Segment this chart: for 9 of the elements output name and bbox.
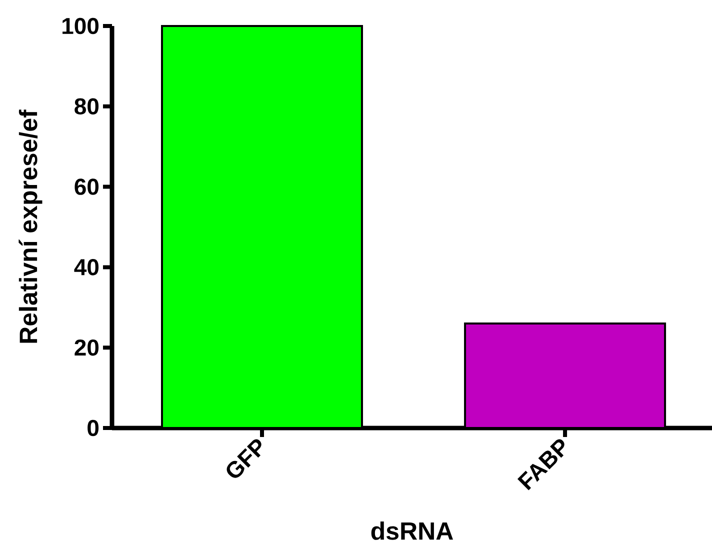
y-axis-title: Relativní exprese/ef — [18, 110, 42, 343]
y-tick-label: 100 — [62, 18, 99, 34]
y-tick-label: 20 — [74, 339, 99, 356]
y-tick-label: 80 — [74, 98, 99, 115]
x-tick-label: GFP — [226, 439, 262, 478]
y-tick-label: 0 — [88, 420, 99, 436]
y-tick-label: 60 — [74, 178, 99, 195]
y-tick-label: 40 — [74, 259, 99, 276]
x-axis-title: dsRNA — [371, 522, 453, 540]
